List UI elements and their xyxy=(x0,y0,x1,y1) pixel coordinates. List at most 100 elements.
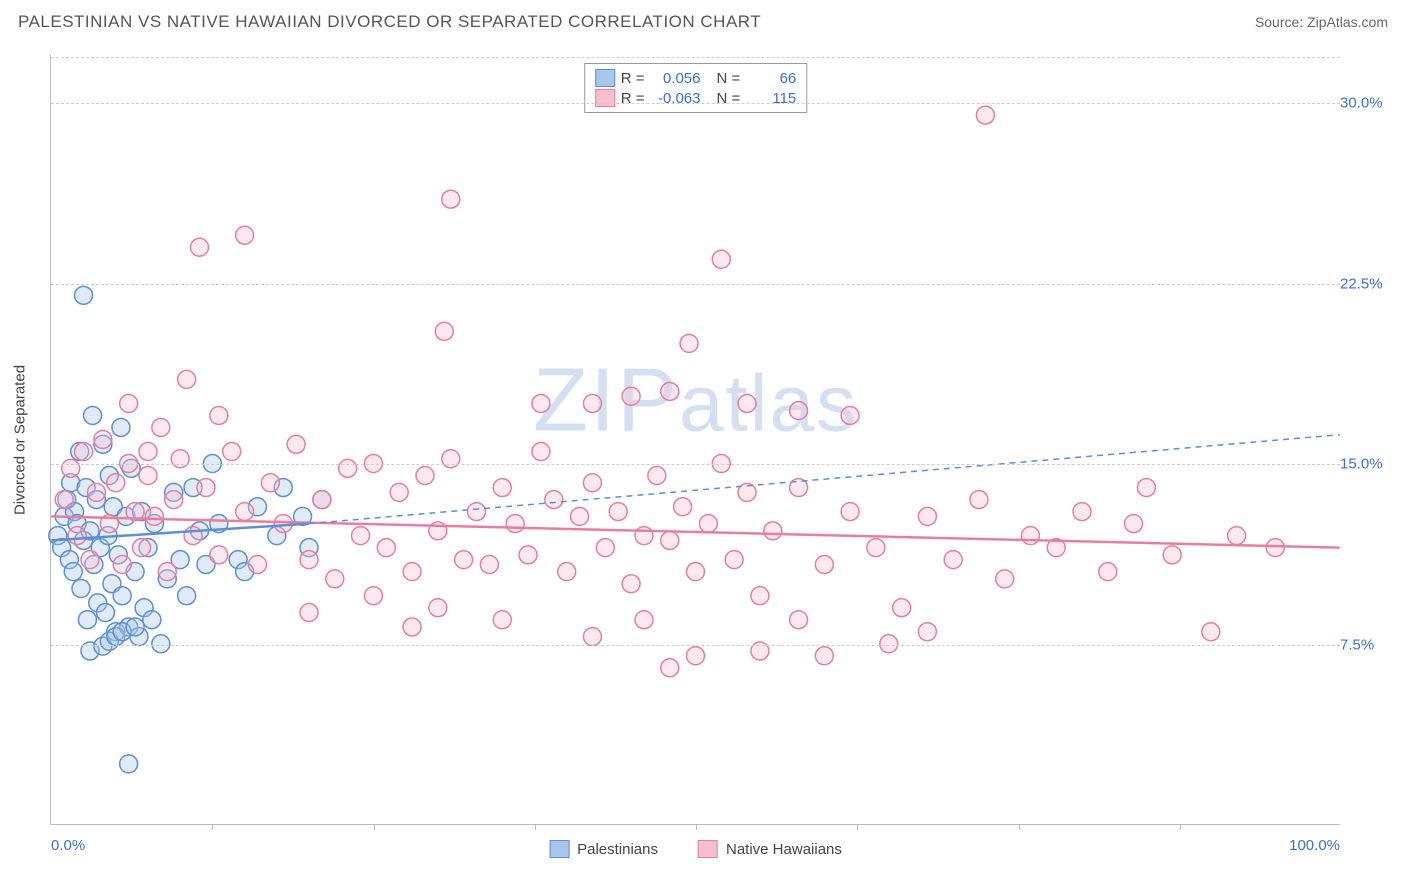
data-point xyxy=(558,563,576,581)
data-point xyxy=(699,515,717,533)
data-point xyxy=(75,443,93,461)
data-point xyxy=(87,483,105,501)
x-tick xyxy=(374,824,375,830)
data-point xyxy=(68,527,86,545)
data-point xyxy=(178,370,196,388)
data-point xyxy=(210,546,228,564)
data-point xyxy=(1228,527,1246,545)
data-point xyxy=(970,491,988,509)
data-point xyxy=(165,491,183,509)
r-value: 0.056 xyxy=(651,70,701,87)
x-tick xyxy=(857,824,858,830)
data-point xyxy=(648,467,666,485)
data-point xyxy=(112,418,130,436)
data-point xyxy=(126,618,144,636)
data-point xyxy=(184,527,202,545)
legend-item: Palestinians xyxy=(549,840,658,858)
gridline xyxy=(51,645,1340,646)
data-point xyxy=(467,503,485,521)
data-point xyxy=(191,238,209,256)
data-point xyxy=(120,394,138,412)
data-point xyxy=(725,551,743,569)
data-point xyxy=(62,459,80,477)
x-tick xyxy=(696,824,697,830)
data-point xyxy=(223,443,241,461)
data-point xyxy=(145,507,163,525)
chart-title: PALESTINIAN VS NATIVE HAWAIIAN DIVORCED … xyxy=(18,12,761,32)
data-point xyxy=(918,507,936,525)
data-point xyxy=(976,106,994,124)
data-point xyxy=(1073,503,1091,521)
legend-swatch xyxy=(595,89,615,107)
chart-header: PALESTINIAN VS NATIVE HAWAIIAN DIVORCED … xyxy=(0,0,1406,40)
trend-line xyxy=(51,516,1339,547)
legend-item: Native Hawaiians xyxy=(698,840,842,858)
data-point xyxy=(313,491,331,509)
gridline xyxy=(51,284,1340,285)
x-tick xyxy=(1019,824,1020,830)
legend-label: Palestinians xyxy=(577,841,658,858)
data-point xyxy=(918,623,936,641)
data-point xyxy=(390,483,408,501)
data-point xyxy=(1099,563,1117,581)
y-tick-label: 7.5% xyxy=(1340,636,1395,653)
stats-row: R =0.056N =66 xyxy=(595,68,797,88)
data-point xyxy=(596,539,614,557)
data-point xyxy=(815,555,833,573)
chart-source: Source: ZipAtlas.com xyxy=(1255,14,1388,30)
data-point xyxy=(674,498,692,516)
data-point xyxy=(790,611,808,629)
data-point xyxy=(75,286,93,304)
data-point xyxy=(1137,479,1155,497)
data-point xyxy=(738,394,756,412)
data-point xyxy=(326,570,344,588)
data-point xyxy=(416,467,434,485)
data-point xyxy=(583,474,601,492)
data-point xyxy=(210,406,228,424)
data-point xyxy=(622,387,640,405)
data-point xyxy=(377,539,395,557)
data-point xyxy=(143,611,161,629)
data-point xyxy=(571,507,589,525)
data-point xyxy=(751,587,769,605)
data-point xyxy=(545,491,563,509)
data-point xyxy=(1163,546,1181,564)
data-point xyxy=(609,503,627,521)
data-point xyxy=(996,570,1014,588)
data-point xyxy=(197,479,215,497)
data-point xyxy=(480,555,498,573)
data-point xyxy=(815,647,833,665)
data-point xyxy=(236,503,254,521)
data-point xyxy=(120,755,138,773)
data-point xyxy=(339,459,357,477)
plot-svg xyxy=(51,55,1340,824)
data-point xyxy=(81,551,99,569)
data-point xyxy=(893,599,911,617)
trend-line xyxy=(309,435,1340,524)
data-point xyxy=(687,647,705,665)
data-point xyxy=(493,479,511,497)
data-point xyxy=(139,467,157,485)
data-point xyxy=(493,611,511,629)
stat-label: N = xyxy=(717,70,741,87)
data-point xyxy=(442,190,460,208)
legend-swatch xyxy=(549,840,569,858)
data-point xyxy=(583,394,601,412)
data-point xyxy=(661,382,679,400)
y-tick-label: 30.0% xyxy=(1340,95,1395,112)
legend-label: Native Hawaiians xyxy=(726,841,842,858)
data-point xyxy=(55,491,73,509)
data-point xyxy=(661,659,679,677)
chart-container: Divorced or Separated ZIPatlas R =0.056N… xyxy=(50,55,1390,825)
data-point xyxy=(152,418,170,436)
data-point xyxy=(944,551,962,569)
data-point xyxy=(1266,539,1284,557)
y-tick-label: 22.5% xyxy=(1340,275,1395,292)
plot-area: ZIPatlas R =0.056N =66R =-0.063N =115 0.… xyxy=(50,55,1340,825)
x-tick xyxy=(535,824,536,830)
data-point xyxy=(661,531,679,549)
data-point xyxy=(96,604,114,622)
data-point xyxy=(622,575,640,593)
gridline xyxy=(51,464,1340,465)
data-point xyxy=(455,551,473,569)
